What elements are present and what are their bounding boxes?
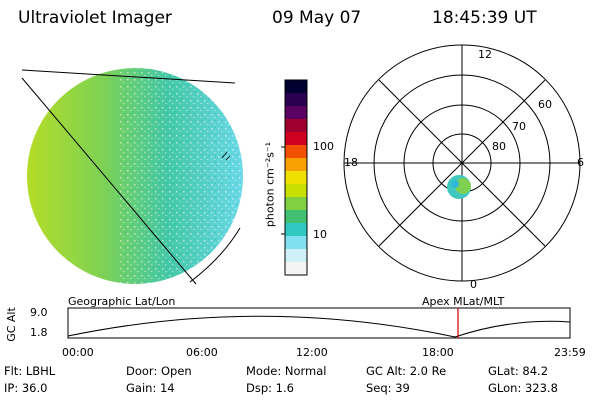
info-door: Door: Open [126, 364, 192, 378]
polar-diag-2 [378, 79, 546, 247]
orbit-xtick-0600: 06:00 [186, 346, 218, 359]
info-ip: IP: 36.0 [4, 381, 48, 395]
auroral-blob [447, 175, 471, 199]
colorbar-band [285, 119, 307, 133]
uv-earth-disk [21, 68, 243, 285]
colorbar-tick-label-100: 100 [313, 140, 334, 153]
time-label: 18:45:39 UT [432, 8, 537, 28]
orbit-right-label: Apex MLat/MLT [422, 295, 505, 308]
colorbar-tick-label-10: 10 [313, 228, 327, 241]
colorbar-band [285, 210, 307, 224]
info-gc-alt: GC Alt: 2.0 Re [366, 364, 447, 378]
info-glon: GLon: 323.8 [488, 381, 558, 395]
info-mode: Mode: Normal [246, 364, 327, 378]
info-filter: Flt: LBHL [4, 364, 56, 378]
colorbar-band [285, 132, 307, 146]
date-label: 09 May 07 [272, 8, 362, 28]
orbit-ylabel: GC Alt [4, 307, 18, 342]
orbit-ytick-max: 9.0 [30, 306, 48, 319]
lat-label-70: 70 [512, 120, 526, 133]
colorbar-band [285, 145, 307, 159]
terminator-line [21, 77, 197, 285]
horizon-line [21, 69, 236, 84]
orbit-xtick-1800: 18:00 [422, 346, 454, 359]
colorbar-unit-label: photon cm⁻²s⁻¹ [263, 141, 277, 228]
colorbar-band [285, 197, 307, 211]
info-gain: Gain: 14 [126, 381, 175, 395]
colorbar-band [285, 184, 307, 198]
colorbar-band [285, 249, 307, 263]
colorbar-frame [284, 79, 308, 276]
colorbar-band [285, 262, 307, 276]
orbit-xtick-1200: 12:00 [296, 346, 328, 359]
lat-label-60: 60 [538, 98, 552, 111]
colorbar-band [285, 106, 307, 120]
mlt-label-12: 12 [478, 48, 492, 61]
colorbar-band [285, 80, 307, 94]
orbit-altitude-curve [67, 315, 571, 338]
colorbar-band [285, 158, 307, 172]
instrument-title: Ultraviolet Imager [18, 8, 172, 28]
limb-arc [189, 227, 241, 283]
colorbar-band [285, 171, 307, 185]
orbit-frame [67, 307, 571, 339]
mlt-label-18: 18 [344, 156, 358, 169]
colorbar-band [285, 223, 307, 237]
coastline-mark [221, 151, 231, 161]
lat-label-80: 80 [492, 140, 506, 153]
orbit-xtick-2359: 23:59 [554, 346, 586, 359]
colorbar-band [285, 236, 307, 250]
orbit-panel [67, 307, 571, 339]
colorbar [285, 80, 307, 276]
orbit-left-label: Geographic Lat/Lon [68, 295, 176, 308]
colorbar-band [285, 93, 307, 107]
info-seq: Seq: 39 [366, 381, 410, 395]
orbit-xtick-0000: 00:00 [62, 346, 94, 359]
polar-plot [343, 44, 581, 282]
mlt-label-0: 0 [470, 278, 477, 291]
info-glat: GLat: 84.2 [488, 364, 549, 378]
orbit-ytick-min: 1.8 [30, 326, 48, 339]
mlt-label-6: 6 [577, 156, 584, 169]
info-dsp: Dsp: 1.6 [246, 381, 294, 395]
